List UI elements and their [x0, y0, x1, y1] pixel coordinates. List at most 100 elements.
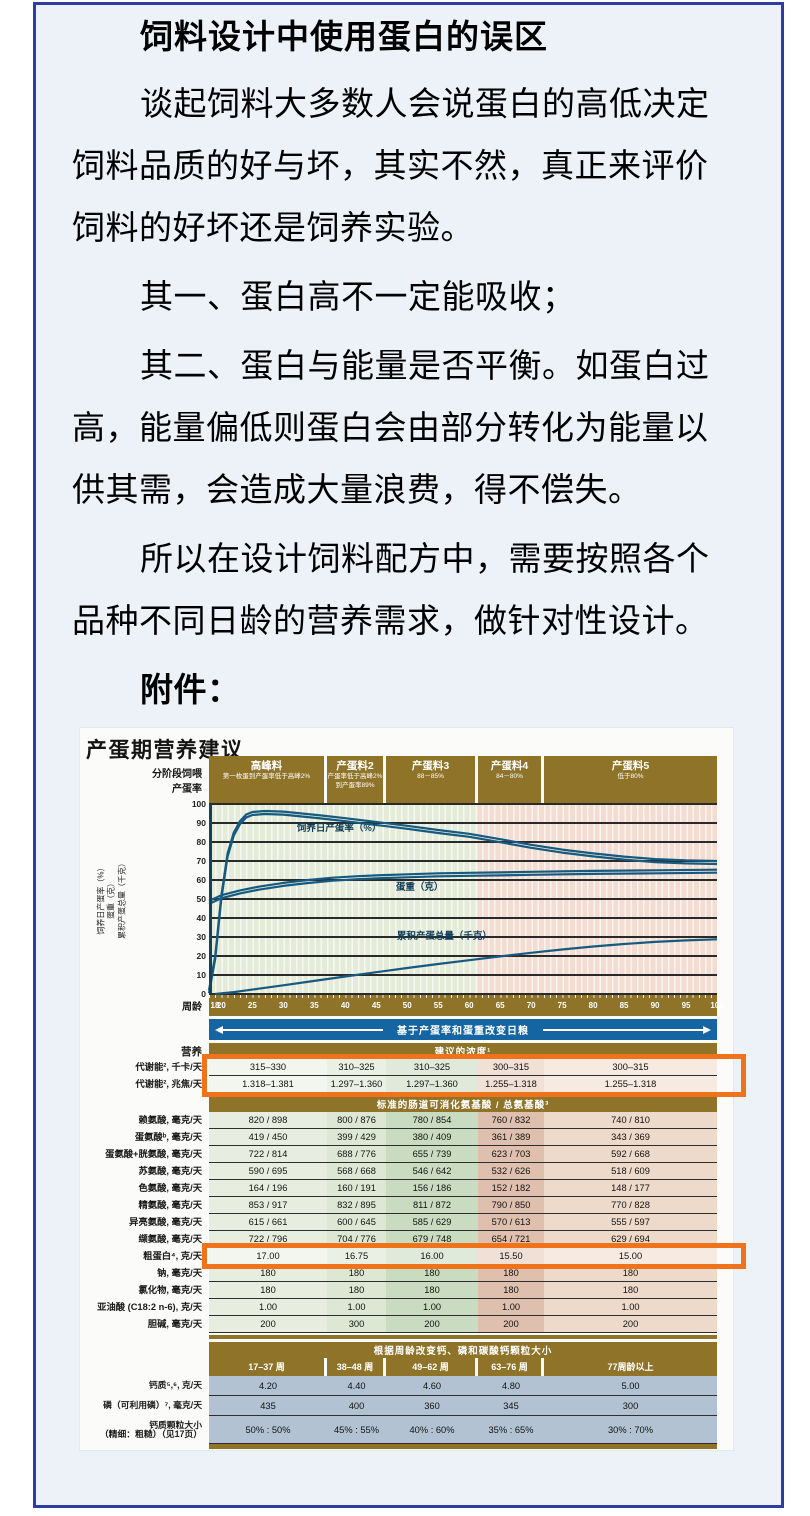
x-tick: 80: [588, 1001, 598, 1010]
row-values: 180 180 180 180 180: [209, 1265, 717, 1282]
y-tick: 90: [196, 818, 206, 828]
row-values: 722 / 796 704 / 776 679 / 748 654 / 721 629 …: [209, 1231, 717, 1248]
table-cell: 200: [386, 1316, 478, 1332]
band-label-cell: [80, 1096, 209, 1112]
curve-label: 累积产蛋总量（千克）: [396, 931, 492, 943]
row-label: 氯化物, 毫克/天: [138, 1284, 202, 1295]
row-label: 代谢能², 兆焦/天: [135, 1078, 202, 1089]
row-label-cell: 蛋氨酸ᵇ, 毫克/天: [80, 1129, 209, 1146]
table-cell: 568 / 668: [327, 1163, 386, 1179]
y-axis-title: 饲养日产蛋率（%） 蛋重（克） 累积产蛋总量（千克）: [96, 859, 127, 939]
curve-2: [215, 938, 718, 996]
table-row: 异亮氨酸, 毫克/天 615 / 661 600 / 645 585 / 629 570…: [80, 1214, 733, 1231]
row-label: 钙质⁵,⁶, 克/天: [148, 1380, 202, 1391]
row-label: 钠, 毫克/天: [157, 1267, 202, 1278]
bottom-band-row: 根据周龄改变钙、磷和碳酸钙颗粒大小: [80, 1342, 733, 1358]
x-tick: 60: [464, 1001, 474, 1010]
x-tick: 25: [247, 1001, 257, 1010]
table-cell: 180: [209, 1265, 327, 1281]
article-body: 谈起饲料大多数人会说蛋白的高低决定 饲料品质的好与坏，其实不然，真正来评价 饲料的好…: [72, 70, 727, 718]
paragraph: 所以在设计饲料配方中，需要按照各个 品种不同日龄的营养需求，做针对性设计。: [72, 525, 727, 649]
stage-box: 产蛋料2 产蛋率低于高峰2%到产蛋率89%: [327, 756, 383, 804]
gridline: [209, 955, 717, 957]
y-tick: 60: [196, 875, 206, 885]
x-tick: 100: [710, 1001, 724, 1010]
table-cell: 4.20: [209, 1376, 327, 1395]
row-label-cell: 钠, 毫克/天: [80, 1265, 209, 1282]
text-line: 品种不同日龄的营养需求，做针对性设计。: [72, 602, 709, 639]
table-cell: 200: [544, 1316, 717, 1332]
row-label-cell: 氯化物, 毫克/天: [80, 1282, 209, 1299]
diet-band-row: 基于产蛋率和蛋重改变日粮: [80, 1019, 733, 1040]
table-cell: 5.00: [544, 1376, 717, 1395]
table-cell: 30% : 70%: [544, 1416, 717, 1443]
week-boxes: 17–37 周 38–48 周 49–62 周 63–76 周 77周龄以上: [209, 1358, 717, 1376]
table-row: 钙质⁵,⁶, 克/天 4.20 4.40 4.60 4.80 5.00: [80, 1376, 733, 1396]
row-values: 1.318–1.381 1.297–1.360 1.297–1.360 1.255–1…: [209, 1076, 717, 1093]
plot-area: 饲养日产蛋率（%） 蛋重（克） 累积产蛋总量（千克）: [207, 803, 718, 996]
x-tick: 45: [371, 1001, 381, 1010]
article-title: 饲料设计中使用蛋白的误区: [140, 18, 548, 55]
row-label: 精氨酸, 毫克/天: [138, 1199, 202, 1210]
row-values: 164 / 196 160 / 191 156 / 186 152 / 182 148 …: [209, 1180, 717, 1197]
text-line: 饲料品质的好与坏，其实不然，真正来评价: [72, 147, 709, 184]
paragraph: 谈起饲料大多数人会说蛋白的高低决定 饲料品质的好与坏，其实不然，真正来评价 饲料的好…: [72, 70, 727, 256]
row-label: 磷（可利用磷）⁷, 毫克/天: [103, 1400, 202, 1411]
table-cell: 156 / 186: [386, 1180, 478, 1196]
table-cell: 180: [327, 1282, 386, 1298]
plot-row: 饲养日产蛋率（%） 蛋重（克） 累积产蛋总量（千克） 100 90 80 70 60 50…: [80, 800, 733, 998]
table-cell: 345: [478, 1396, 544, 1415]
table-cell: 40% : 60%: [386, 1416, 478, 1443]
table-cell: 800 / 876: [327, 1112, 386, 1128]
stage-header-row: 分阶段饲喂 产蛋率 高峰料 第一枚蛋到产蛋率低于高峰2% 产蛋料2 产蛋率低于高峰2%…: [80, 756, 733, 804]
table-cell: 760 / 832: [478, 1112, 544, 1128]
x-axis-row: 周龄 18 20 25 30 35 40 45 50 55 60 65 70 75 80 85 90 95 100: [80, 994, 733, 1016]
stage-name: 产蛋料2: [336, 760, 374, 772]
x-tick: 55: [433, 1001, 443, 1010]
week-header-box: 77周龄以上: [544, 1358, 717, 1376]
table-cell: 1.297–1.360: [386, 1076, 478, 1092]
table-cell: 152 / 182: [478, 1180, 544, 1196]
table-cell: 1.00: [544, 1299, 717, 1315]
stage-subtitle: 第一枚蛋到产蛋率低于高峰2%: [222, 773, 311, 781]
table-cell: 45% : 55%: [327, 1416, 386, 1443]
row-label: 亚油酸 (C18:2 n-6), 克/天: [97, 1301, 202, 1312]
row-label: 粗蛋白⁴, 克/天: [143, 1250, 202, 1261]
stage-box: 产蛋料4 84－80%: [478, 756, 541, 804]
band-label-cell: 营养: [80, 1043, 209, 1059]
table-cell: 160 / 191: [327, 1180, 386, 1196]
final-strip-row: [80, 1444, 733, 1449]
x-tick: 20: [216, 1001, 226, 1010]
stage-label-text: 分阶段饲喂 产蛋率: [152, 769, 202, 795]
row-values: 4.20 4.40 4.60 4.80 5.00: [209, 1376, 717, 1396]
table-cell: 722 / 814: [209, 1146, 327, 1162]
curves-svg: [207, 809, 718, 996]
table-cell: 679 / 748: [386, 1231, 478, 1247]
table-cell: 820 / 898: [209, 1112, 327, 1128]
right-arrow-icon: [543, 1025, 711, 1034]
x-tick: 90: [650, 1001, 660, 1010]
table-row: 亚油酸 (C18:2 n-6), 克/天 1.00 1.00 1.00 1.00 1.00: [80, 1299, 733, 1316]
table-cell: 180: [386, 1282, 478, 1298]
row-label-cell: 磷（可利用磷）⁷, 毫克/天: [80, 1396, 209, 1416]
table-cell: 654 / 721: [478, 1231, 544, 1247]
table-cell: 790 / 850: [478, 1197, 544, 1213]
gridline: [209, 898, 717, 900]
section-band: 标准的肠道可消化氨基酸 / 总氨基酸³: [209, 1096, 717, 1112]
table-cell: 360: [386, 1396, 478, 1415]
row-label-cell: 蛋氨酸+胱氨酸, 毫克/天: [80, 1146, 209, 1163]
table-cell: 343 / 369: [544, 1129, 717, 1145]
y-tick: 40: [196, 913, 206, 923]
table-cell: 164 / 196: [209, 1180, 327, 1196]
final-gold-strip: [209, 1444, 717, 1449]
stage-name: 产蛋料4: [490, 760, 529, 772]
gridline: [209, 860, 717, 862]
section-band: 建议的浓度¹: [209, 1043, 717, 1059]
figure-title: 产蛋期营养建议: [86, 739, 244, 762]
diet-band-spacer: [80, 1019, 209, 1040]
table-row: 蛋氨酸ᵇ, 毫克/天 419 / 450 399 / 429 380 / 409 361…: [80, 1129, 733, 1146]
table-cell: 380 / 409: [386, 1129, 478, 1145]
row-label-cell: 异亮氨酸, 毫克/天: [80, 1214, 209, 1231]
table-cell: 615 / 661: [209, 1214, 327, 1230]
